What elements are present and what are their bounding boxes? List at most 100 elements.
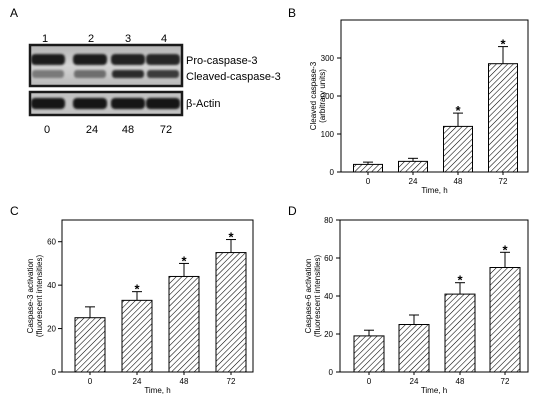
y-axis-label: Caspase-3 activation [26,259,35,334]
band-label-cleaved-caspase-3: Cleaved-caspase-3 [186,71,281,83]
x-tick-label: 48 [456,377,465,386]
panel-label: D [288,204,297,218]
time-label: 48 [122,124,134,136]
y-tick-label: 60 [324,254,333,263]
panel-label: A [10,6,18,20]
lane-number: 3 [125,33,131,45]
y-tick-label: 40 [324,292,333,301]
lane-number: 1 [42,33,48,45]
x-axis-label: Time, h [421,186,447,195]
bar-48 [444,293,476,373]
bar-72 [488,63,518,173]
bar-48 [168,275,200,373]
error-bar [453,112,463,127]
panel-c-bar-chart: C * * * 0 20 40 60 0 24 48 72 Time, h Caspase-3 activ… [10,204,254,395]
y-tick-label: 40 [47,281,56,290]
time-label: 72 [160,124,172,136]
lane-number: 4 [161,33,167,45]
time-label: 0 [44,124,50,136]
bar-0 [74,317,106,373]
blot-caspase-3-membrane [28,43,184,88]
bar-24 [398,324,430,373]
y-tick-label: 0 [52,368,57,377]
y-axis-label: (fluorescent intensities) [313,255,322,338]
y-tick-label: 60 [47,238,56,247]
y-tick-label: 80 [324,216,333,225]
band-pro-caspase-3 [111,54,145,65]
lane-number: 2 [88,33,94,45]
error-bar [498,46,508,64]
band-cleaved-caspase-3 [32,70,64,78]
band-label-beta-actin: β-Actin [186,98,220,110]
bar-0 [353,335,385,373]
x-tick-label: 24 [133,377,142,386]
panel-label: C [10,204,19,218]
panel-d-bar-chart: D * * 0 20 40 60 80 0 24 48 72 Time, h Caspase-6 acti… [288,204,529,395]
x-axis-label: Time, h [144,386,170,395]
axes-frame [61,219,254,373]
significance-asterisk: * [502,242,508,257]
significance-asterisk: * [500,37,506,52]
band-label-pro-caspase-3: Pro-caspase-3 [186,55,258,67]
band-beta-actin [111,98,145,109]
error-bar [363,161,373,165]
band-cleaved-caspase-3 [112,70,144,78]
y-tick-label: 20 [47,325,56,334]
x-tick-label: 0 [366,177,371,186]
x-tick-label: 48 [454,177,463,186]
y-tick-label: 300 [321,54,335,63]
y-axis-label: (arbitrary units) [318,69,327,123]
band-pro-caspase-3 [31,54,65,65]
x-axis-label: Time, h [421,386,447,395]
band-cleaved-caspase-3 [74,70,106,78]
bar-48 [443,125,473,173]
band-beta-actin [31,98,65,109]
panel-b-bar-chart: B * * 0 100 200 300 0 24 48 72 Time, h Cleaved caspa… [288,6,529,195]
x-tick-label: 24 [410,377,419,386]
x-tick-label: 72 [499,177,508,186]
bar-24 [398,160,428,173]
y-tick-label: 0 [329,368,334,377]
band-pro-caspase-3 [73,54,107,65]
time-label: 24 [86,124,98,136]
panel-a-western-blot: A 1 2 3 4 Pro-caspase-3 Cleaved-caspase-… [10,6,281,136]
error-bar [132,291,142,301]
x-tick-label: 48 [180,377,189,386]
error-bar [409,314,419,325]
significance-asterisk: * [228,230,234,245]
bar-72 [489,267,521,373]
bar-24 [121,299,153,373]
error-bar [179,262,189,277]
panel-label: B [288,6,296,20]
error-bar [226,239,236,253]
x-tick-label: 24 [409,177,418,186]
significance-asterisk: * [457,273,463,288]
y-tick-label: 20 [324,330,333,339]
band-beta-actin [146,98,180,109]
error-bar [455,282,465,295]
y-axis-label: (fluorescent intensities) [35,255,44,338]
x-tick-label: 72 [501,377,510,386]
band-beta-actin [73,98,107,109]
y-tick-label: 0 [330,168,335,177]
band-pro-caspase-3 [146,54,180,65]
x-tick-label: 0 [367,377,372,386]
y-tick-label: 100 [321,130,335,139]
significance-asterisk: * [134,282,140,297]
y-axis-label: Caspase-6 activation [304,259,313,334]
error-bar [85,306,95,318]
significance-asterisk: * [181,253,187,268]
bar-72 [215,252,247,373]
y-tick-label: 200 [321,92,335,101]
x-tick-label: 0 [88,377,93,386]
error-bar [364,329,374,336]
error-bar [408,157,418,162]
error-bar [500,251,510,268]
bar-0 [353,163,383,173]
x-tick-label: 72 [227,377,236,386]
y-axis-label: Cleaved caspase-3 [309,61,318,130]
band-cleaved-caspase-3 [147,70,179,78]
